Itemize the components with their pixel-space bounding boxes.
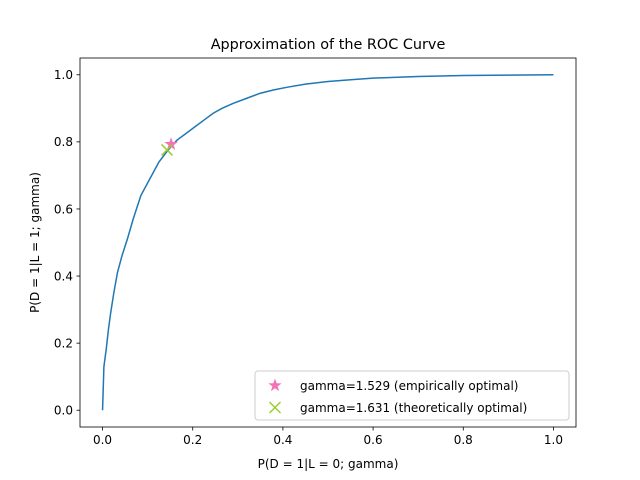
roc-curve-line <box>101 74 554 411</box>
y-axis-label: P(D = 1|L = 1; gamma) <box>28 172 42 313</box>
plot-frame <box>79 57 577 428</box>
legend-star-icon <box>268 378 282 392</box>
y-axis-ticks: 0.0 0.2 0.4 0.6 0.8 1.0 <box>54 68 80 418</box>
y-tick-label: 1.0 <box>54 68 73 82</box>
y-tick-label: 0.8 <box>54 135 73 149</box>
plot-area <box>80 58 576 427</box>
x-tick-label: 0.2 <box>183 433 202 447</box>
x-axis-label: P(D = 1|L = 0; gamma) <box>258 457 399 471</box>
x-tick-label: 0.4 <box>273 433 292 447</box>
x-tick-label: 0.6 <box>364 433 383 447</box>
x-tick-label: 0.8 <box>454 433 473 447</box>
x-tick-label: 1.0 <box>544 433 563 447</box>
x-axis-ticks: 0.0 0.2 0.4 0.6 0.8 1.0 <box>93 427 563 447</box>
theoretical-optimum-x-icon <box>160 143 174 156</box>
y-tick-label: 0.0 <box>54 404 73 418</box>
y-tick-label: 0.2 <box>54 336 73 350</box>
chart-title: Approximation of the ROC Curve <box>211 37 446 53</box>
legend-label-theoretical: gamma=1.631 (theoretically optimal) <box>300 401 527 415</box>
y-tick-label: 0.4 <box>54 269 73 283</box>
legend: gamma=1.529 (empirically optimal) gamma=… <box>254 370 570 421</box>
legend-star-shape <box>268 378 282 392</box>
legend-x-shape <box>268 401 282 414</box>
legend-label-empirical: gamma=1.529 (empirically optimal) <box>300 379 519 393</box>
empirical-optimum-star-icon <box>164 137 178 150</box>
legend-frame <box>254 370 570 421</box>
legend-x-icon <box>268 401 282 414</box>
y-tick-label: 0.6 <box>54 202 73 216</box>
optimal-markers <box>160 137 178 156</box>
x-tick-label: 0.0 <box>93 433 112 447</box>
